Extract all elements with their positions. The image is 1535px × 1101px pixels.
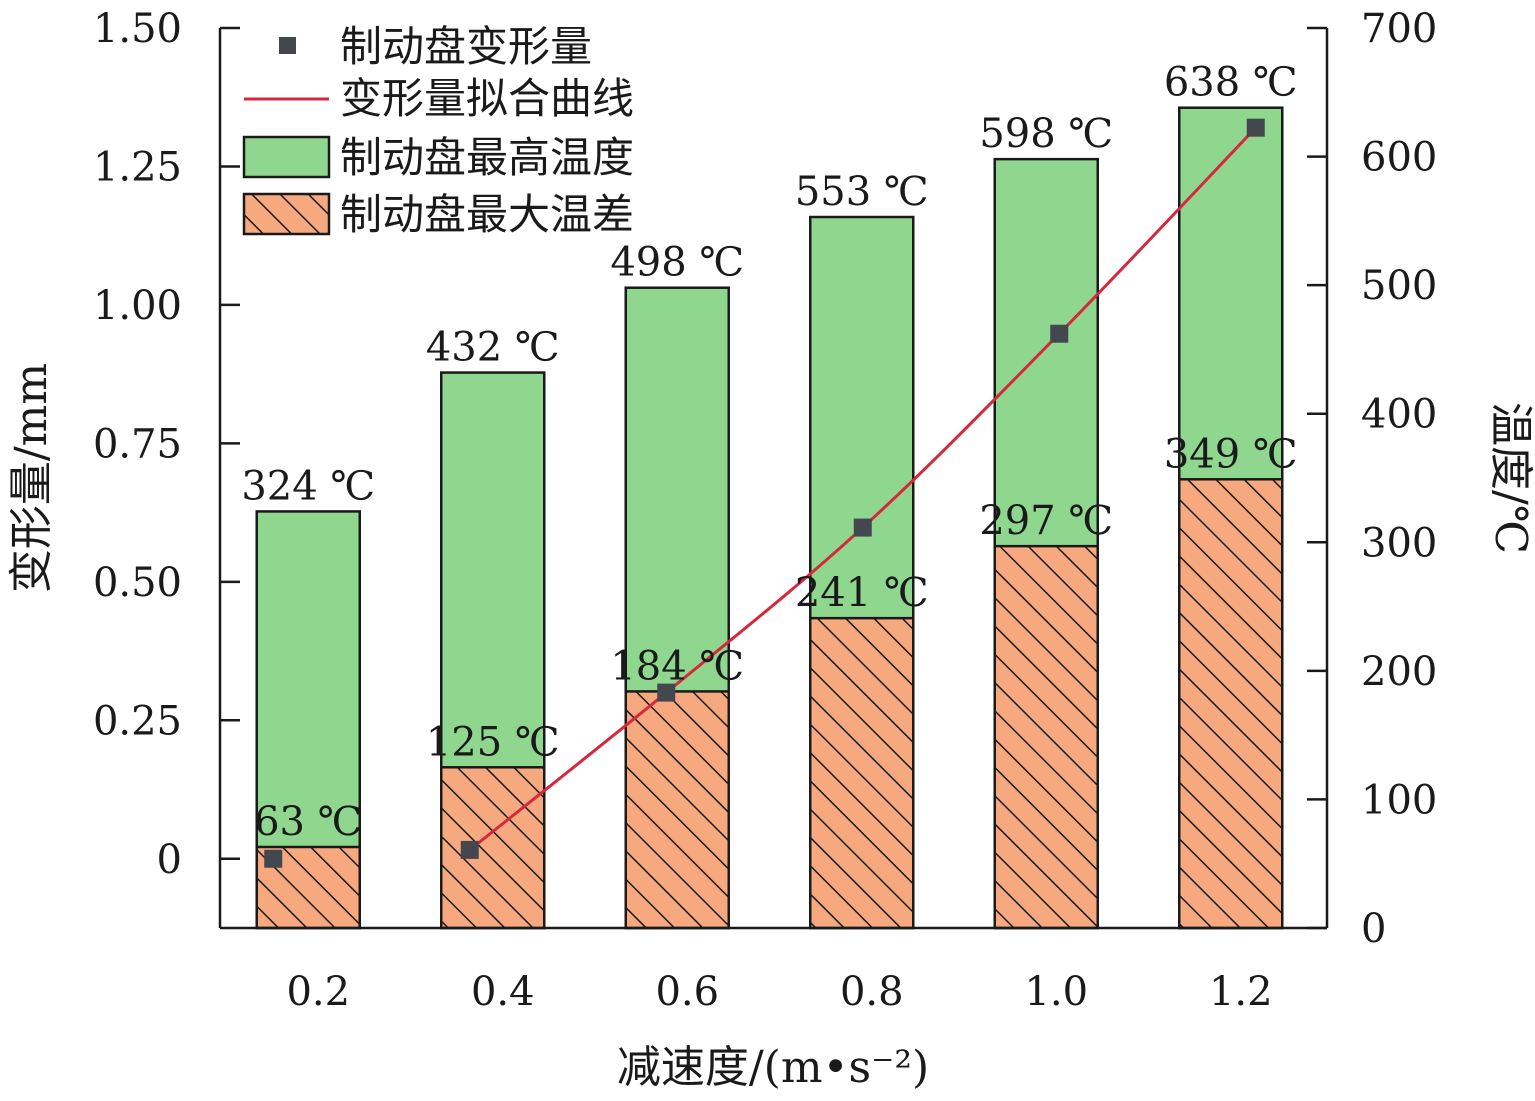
legend-label-max-temperature-difference: 制动盘最大温差 (340, 190, 634, 239)
bar-max-temperature-difference (440, 766, 546, 930)
x-tick-label: 1.2 (1209, 969, 1273, 1015)
deformation-point (264, 849, 283, 868)
bar-max-temperature-difference (809, 616, 915, 930)
legend-marker-deformation (279, 37, 296, 54)
legend-label-fit-line: 变形量拟合曲线 (340, 74, 634, 123)
x-axis-title: 减速度/(m•s⁻²) (617, 1042, 929, 1093)
x-tick-label: 0.4 (471, 969, 535, 1015)
bar-max-temperature-difference-label: 241 ℃ (795, 570, 929, 616)
legend-marker-max-temperature (242, 135, 331, 179)
left-y-tick-label: 0.25 (93, 698, 182, 744)
bar-max-temperature-difference-label: 125 ℃ (426, 719, 560, 765)
deformation-point (853, 518, 872, 537)
deformation-point (1050, 324, 1069, 343)
x-tick-label: 1.0 (1024, 969, 1088, 1015)
bar-max-temperature-difference-label: 297 ℃ (979, 498, 1113, 544)
left-y-tick-label: 0.50 (93, 560, 182, 606)
legend-label-deformation: 制动盘变形量 (340, 22, 592, 71)
bar-value-labels: 324 ℃ 432 ℃ 498 ℃ 553 ℃ 598 ℃ 638 ℃ 63 ℃ 125 ℃ 1… (241, 60, 1297, 845)
bar-max-temperature-difference (624, 690, 730, 930)
bar-max-temperature-label: 553 ℃ (795, 169, 929, 215)
left-y-tick-label: 1.00 (93, 283, 182, 329)
left-y-tick-label: 1.50 (93, 6, 182, 52)
x-tick-label: 0.2 (286, 969, 350, 1015)
bar-max-temperature-difference-label: 184 ℃ (610, 643, 744, 689)
bar-max-temperature-label: 498 ℃ (610, 240, 744, 286)
bar-max-temperature-difference-label: 63 ℃ (254, 799, 362, 845)
right-y-tick-label: 200 (1361, 649, 1437, 695)
axes (218, 28, 1329, 930)
left-y-tick-label: 0 (157, 837, 182, 883)
right-y-tick-label: 600 (1361, 135, 1437, 181)
legend-label-max-temperature: 制动盘最高温度 (340, 133, 634, 182)
series-max-temperature-difference-bars (255, 478, 1284, 930)
bar-max-temperature-label: 432 ℃ (426, 325, 560, 371)
left-y-ticks: 0 0.25 0.50 0.75 1.00 1.25 1.50 (93, 6, 240, 883)
legend: 制动盘变形量 变形量拟合曲线 制动盘最高温度 制动盘最大温差 (242, 22, 634, 239)
left-y-tick-label: 1.25 (93, 144, 182, 190)
bar-max-temperature-label: 324 ℃ (241, 463, 375, 509)
left-y-axis-title: 变形量/mm (6, 363, 57, 593)
bar-max-temperature-label: 598 ℃ (979, 111, 1113, 157)
bar-max-temperature-difference (1178, 478, 1284, 930)
series-deformation-points (264, 118, 1265, 868)
deformation-point (460, 840, 479, 859)
right-y-ticks: 0 100 200 300 400 500 600 700 (1307, 6, 1437, 952)
bar-max-temperature-difference (993, 544, 1099, 930)
bar-max-temperature-difference-label: 349 ℃ (1164, 431, 1298, 477)
deformation-point (657, 683, 676, 702)
right-y-tick-label: 500 (1361, 263, 1437, 309)
right-y-axis-title: 温度/℃ (1485, 402, 1535, 554)
legend-marker-max-temperature-difference (242, 192, 331, 236)
right-y-tick-label: 100 (1361, 777, 1437, 823)
right-y-tick-label: 0 (1361, 906, 1386, 952)
right-y-tick-label: 300 (1361, 520, 1437, 566)
right-y-tick-label: 700 (1361, 6, 1437, 52)
x-tick-label: 0.6 (655, 969, 719, 1015)
x-tick-label: 0.8 (840, 969, 904, 1015)
bar-max-temperature-label: 638 ℃ (1164, 60, 1298, 106)
right-y-tick-label: 400 (1361, 392, 1437, 438)
deformation-point (1246, 118, 1265, 137)
left-y-tick-label: 0.75 (93, 421, 182, 467)
x-ticks: 0.2 0.4 0.6 0.8 1.0 1.2 (286, 969, 1272, 1015)
